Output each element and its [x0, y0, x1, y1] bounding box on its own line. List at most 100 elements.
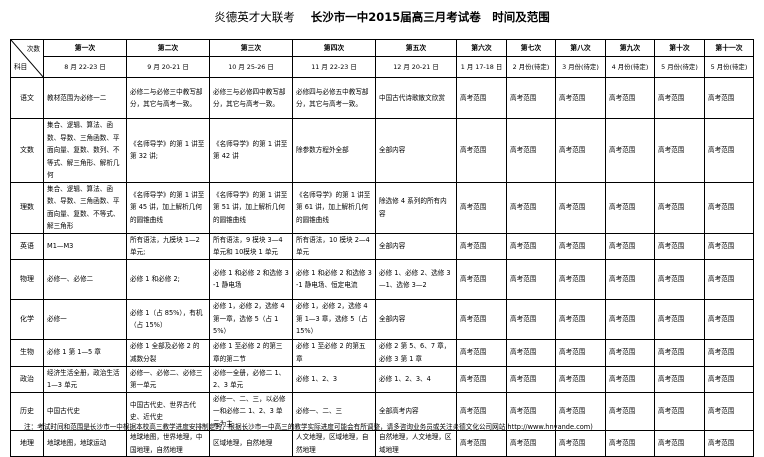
scope-cell: 必修一、必修二	[43, 258, 127, 300]
scope-cell: 高考范围	[456, 232, 507, 260]
column-header-9: 第九次	[605, 39, 655, 57]
scope-cell: 《名师导学》的第 1 讲至第 61 讲，加上解析几何的圆锥曲线	[292, 181, 376, 234]
scope-cell: 高考范围	[506, 118, 556, 183]
corner-label-subject: 科目	[14, 62, 28, 71]
column-date-6: 1 月 17-18 日	[456, 56, 507, 78]
scope-cell: 高考范围	[456, 338, 507, 367]
scope-cell: 高考范围	[506, 391, 556, 431]
scope-cell: 必修二与必修三中教写部分，其它与高考一致。	[126, 77, 210, 119]
scope-cell: 必修 1 至必修 2 的第五章	[292, 338, 376, 367]
column-date-3: 10 月 25-26 日	[209, 56, 293, 78]
scope-cell: 必修 1 和必修 2 和选修 3-1 静电场	[209, 258, 293, 300]
scope-cell: 高考范围	[555, 77, 606, 119]
column-date-7: 2 月份(待定)	[506, 56, 556, 78]
diagonal-divider	[11, 40, 44, 78]
table-row: 英语 M1—M3 所有语法，九模块 1—2 单元; 所有语法，9 模块 3—4 单元和…	[10, 232, 754, 260]
scope-cell: 高考范围	[654, 181, 705, 234]
scope-cell: 高考范围	[506, 258, 556, 300]
scope-cell: 高考范围	[605, 298, 655, 340]
scope-cell: 高考范围	[654, 365, 705, 393]
scope-cell: 高考范围	[456, 365, 507, 393]
scope-cell: 高考范围	[605, 258, 655, 300]
scope-cell: 除参数方程外全部	[292, 118, 376, 183]
scope-cell: 必修四与必修五中教写部分，其它与高考一致。	[292, 77, 376, 119]
scope-cell: 所有语法，9 模块 3—4 单元和 10模块 1 单元	[209, 232, 293, 260]
scope-cell: 高考范围	[555, 118, 606, 183]
column-header-8: 第八次	[555, 39, 606, 57]
column-header-2: 第二次	[126, 39, 210, 57]
column-header-10: 第十次	[654, 39, 705, 57]
scope-cell: 所有语法，10 模块 2—4 单元	[292, 232, 376, 260]
scope-cell: 高考范围	[456, 77, 507, 119]
scope-cell: 《名师导学》的第 1 讲至第 45 讲，加上解析几何的圆锥曲线	[126, 181, 210, 234]
subject-cell: 历史	[10, 391, 44, 431]
scope-cell: 高考范围	[456, 298, 507, 340]
scope-cell: 除选修 4 系列的所有内容	[375, 181, 457, 234]
scope-cell: 高考范围	[704, 77, 754, 119]
table-row: 物理 必修一、必修二 必修 1 和必修 2; 必修 1 和必修 2 和选修 3-1 静…	[10, 258, 754, 300]
scope-cell: 高考范围	[654, 391, 705, 431]
scope-cell: 《名师导学》的第 1 讲至第 32 讲;	[126, 118, 210, 183]
column-header-6: 第六次	[456, 39, 507, 57]
table-row: 历史 中国古代史 中国古代史、世界古代史、近代史 必修一、二、三，以必修一和必修二 1…	[10, 391, 754, 431]
scope-cell: 必修 1、2、3	[292, 365, 376, 393]
subject-cell: 理数	[10, 181, 44, 234]
scope-cell: 经济生活全册，政治生活 1—3 单元	[43, 365, 127, 393]
exam-schedule-table: 次数 科目 第一次 第二次 第三次 第四次 第五次 第六次 第七次 第八次 第九次 第十次 第十一次…	[10, 39, 754, 457]
title-org: 炎德英才大联考	[214, 10, 295, 24]
title-main: 长沙市一中2015届高三月考试卷 时间及范围	[310, 10, 550, 24]
table-row: 化学 必修一 必修 1（占 85%），有机（占 15%） 必修 1，必修 2，选修 4…	[10, 298, 754, 340]
scope-cell: 必修 1，必修 2，选修 4 第一章，选修 5（占 15%）	[209, 298, 293, 340]
subject-cell: 文数	[10, 118, 44, 183]
table-row: 语文 教材范围为必修一二 必修二与必修三中教写部分，其它与高考一致。 必修三与必修四中…	[10, 77, 754, 119]
scope-cell: 高考范围	[506, 365, 556, 393]
scope-cell: 高考范围	[704, 118, 754, 183]
scope-cell: 高考范围	[654, 118, 705, 183]
subject-cell: 政治	[10, 365, 44, 393]
header-row-names: 次数 科目 第一次 第二次 第三次 第四次 第五次 第六次 第七次 第八次 第九次 第十次 第十一次	[10, 39, 754, 78]
scope-cell: 全部内容	[375, 232, 457, 260]
scope-cell: 高考范围	[456, 118, 507, 183]
scope-cell: 地球地图，地球运动	[43, 430, 127, 457]
scope-cell: 人文地理，区域地理，自然地理	[292, 430, 376, 457]
scope-cell: 高考范围	[654, 430, 705, 457]
table-row: 政治 经济生活全册，政治生活 1—3 单元 必修一、必修二、必修三第一单元 必修一全册…	[10, 365, 754, 393]
scope-cell: 必修 1 第 1—5 章	[43, 338, 127, 367]
scope-cell: 高考范围	[555, 181, 606, 234]
scope-cell: 必修三与必修四中教写部分，其它与高考一致。	[209, 77, 293, 119]
scope-cell: 高考范围	[704, 258, 754, 300]
scope-cell: 必修 1、必修 2、选修 3—1、选修 3—2	[375, 258, 457, 300]
subject-cell: 生物	[10, 338, 44, 367]
scope-cell: 中国古代诗歌散文欣赏	[375, 77, 457, 119]
scope-cell: 高考范围	[555, 338, 606, 367]
scope-cell: 《名师导学》的第 1 讲至第 42 讲	[209, 118, 293, 183]
column-header-3: 第三次	[209, 39, 293, 57]
table-row: 地理 地球地图，地球运动 地球地图，世界地理，中国地理，自然地理 区域地理，自然地理人…	[10, 430, 754, 457]
column-date-2: 9 月 20-21 日	[126, 56, 210, 78]
subject-cell: 化学	[10, 298, 44, 340]
corner-cell: 次数 科目	[10, 39, 44, 78]
scope-cell: 高考范围	[555, 258, 606, 300]
table-row: 理数 集合、逻辑、算法、函数、导数、三角函数、平面向量、复数、不等式、解三角形 《名…	[10, 181, 754, 234]
column-header-4: 第四次	[292, 39, 376, 57]
scope-cell: 必修 1 至必修 2 的第三章的第二节	[209, 338, 293, 367]
scope-cell: 自然地理，人文地理，区域地理	[375, 430, 457, 457]
scope-cell: 必修一、二、三	[292, 391, 376, 431]
scope-cell: 必修 1、2、3、4	[375, 365, 457, 393]
scope-cell: 必修一全册，必修二 1、2、3 单元	[209, 365, 293, 393]
table-row: 生物 必修 1 第 1—5 章必修 1 全部及必修 2 的减数分裂 必修 1 至必修…	[10, 338, 754, 367]
scope-cell: 高考范围	[654, 232, 705, 260]
scope-cell: 中国古代史	[43, 391, 127, 431]
column-header-11: 第十一次	[704, 39, 754, 57]
scope-cell: 必修 1 全部及必修 2 的减数分裂	[126, 338, 210, 367]
subject-cell: 地理	[10, 430, 44, 457]
column-date-4: 11 月 22-23 日	[292, 56, 376, 78]
scope-cell: 高考范围	[506, 232, 556, 260]
scope-cell: 必修 1 和必修 2 和选修 3-1 静电场、恒定电流	[292, 258, 376, 300]
column-date-9: 4 月份(待定)	[605, 56, 655, 78]
subject-cell: 物理	[10, 258, 44, 300]
subject-cell: 英语	[10, 232, 44, 260]
scope-cell: 集合、逻辑、算法、函数、导数、三角函数、平面向量、复数、数列、不等式、解三角形、…	[43, 118, 127, 183]
scope-cell: 高考范围	[654, 338, 705, 367]
